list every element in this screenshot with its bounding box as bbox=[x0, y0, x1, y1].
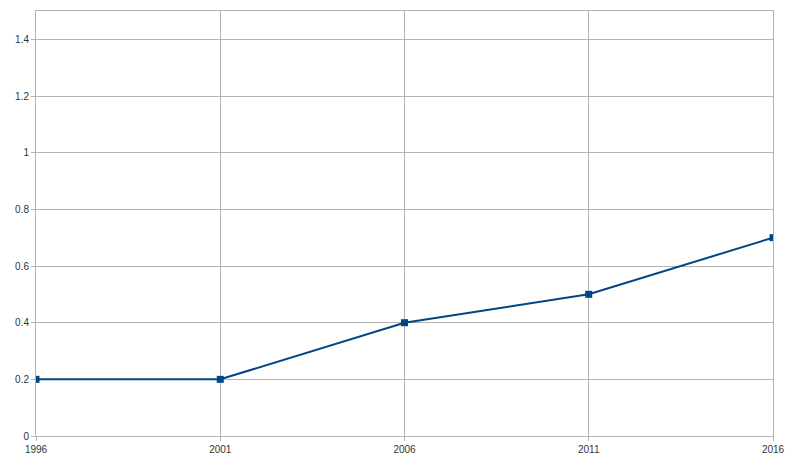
svg-text:0.6: 0.6 bbox=[15, 261, 29, 272]
svg-text:1.2: 1.2 bbox=[15, 91, 29, 102]
svg-text:1.4: 1.4 bbox=[15, 34, 29, 45]
svg-text:2011: 2011 bbox=[578, 444, 600, 455]
svg-text:0: 0 bbox=[23, 431, 29, 442]
svg-text:2006: 2006 bbox=[393, 444, 416, 455]
svg-text:2001: 2001 bbox=[209, 444, 232, 455]
svg-text:2016: 2016 bbox=[762, 444, 785, 455]
svg-text:0.2: 0.2 bbox=[15, 374, 29, 385]
svg-text:1: 1 bbox=[23, 147, 29, 158]
svg-text:1996: 1996 bbox=[25, 444, 48, 455]
svg-text:0.4: 0.4 bbox=[15, 317, 29, 328]
svg-text:0.8: 0.8 bbox=[15, 204, 29, 215]
